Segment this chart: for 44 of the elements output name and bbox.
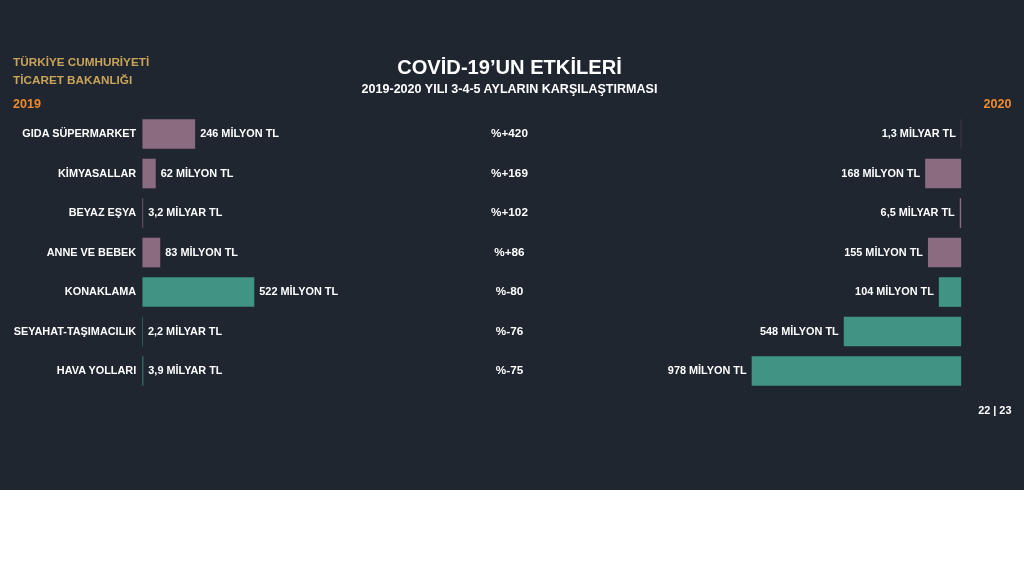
y-tick-label: BEYAZ EŞYA (68, 206, 137, 219)
bar (142, 119, 196, 149)
text: 2019 (13, 97, 42, 112)
y-tick-label: KONAKLAMA (64, 285, 137, 298)
y-tick-label: HAVA YOLLARI (56, 364, 137, 377)
data-label: 6,5 MİLYAR TL (880, 206, 956, 219)
bar (142, 277, 255, 307)
text: TÜRKİYE CUMHURİYETİ (13, 54, 150, 68)
data-label: 978 MİLYON TL (667, 364, 747, 377)
data-label: 83 MİLYON TL (165, 245, 239, 258)
y-tick-label: SEYAHAT-TAŞIMACILIK (13, 324, 137, 337)
bar (938, 277, 962, 307)
text: %-76 (495, 323, 524, 337)
text: %+169 (491, 165, 529, 179)
bar (925, 158, 962, 189)
text: %+86 (494, 244, 526, 258)
text: 2019-2020 YILI 3-4-5 AYLARIN KARŞILAŞTIRMASI (361, 82, 658, 97)
data-label: 548 MİLYON TL (759, 324, 840, 337)
bar (142, 158, 156, 189)
text: %-75 (495, 363, 524, 377)
data-label: 104 MİLYON TL (855, 285, 935, 298)
text: %+102 (491, 205, 529, 219)
text: %+420 (491, 126, 529, 140)
data-label: 246 MİLYON TL (200, 127, 280, 140)
bar (142, 237, 161, 268)
y-tick-label: KİMYASALLAR (58, 166, 137, 179)
y-tick-label: ANNE VE BEBEK (46, 245, 137, 258)
data-label: 522 MİLYON TL (259, 285, 339, 298)
data-label: 155 MİLYON TL (844, 245, 924, 258)
text: COVİD-19’UN ETKİLERİ (397, 56, 622, 79)
bar (751, 356, 962, 386)
bar (927, 237, 962, 268)
data-label: 3,9 MİLYAR TL (148, 364, 223, 377)
data-label: 1,3 MİLYAR TL (881, 127, 957, 140)
series-label: 2020 (983, 97, 1012, 112)
data-label: 62 MİLYON TL (160, 166, 234, 179)
y-tick-label: GIDA SÜPERMARKET (22, 127, 137, 140)
bar (843, 316, 962, 347)
text: %-80 (495, 284, 524, 298)
text: TİCARET BAKANLIĞI (13, 73, 133, 87)
data-label: 168 MİLYON TL (841, 166, 921, 179)
text: 22 | 23 (978, 404, 1012, 417)
data-label: 3,2 MİLYAR TL (148, 206, 223, 219)
data-label: 2,2 MİLYAR TL (147, 324, 223, 337)
